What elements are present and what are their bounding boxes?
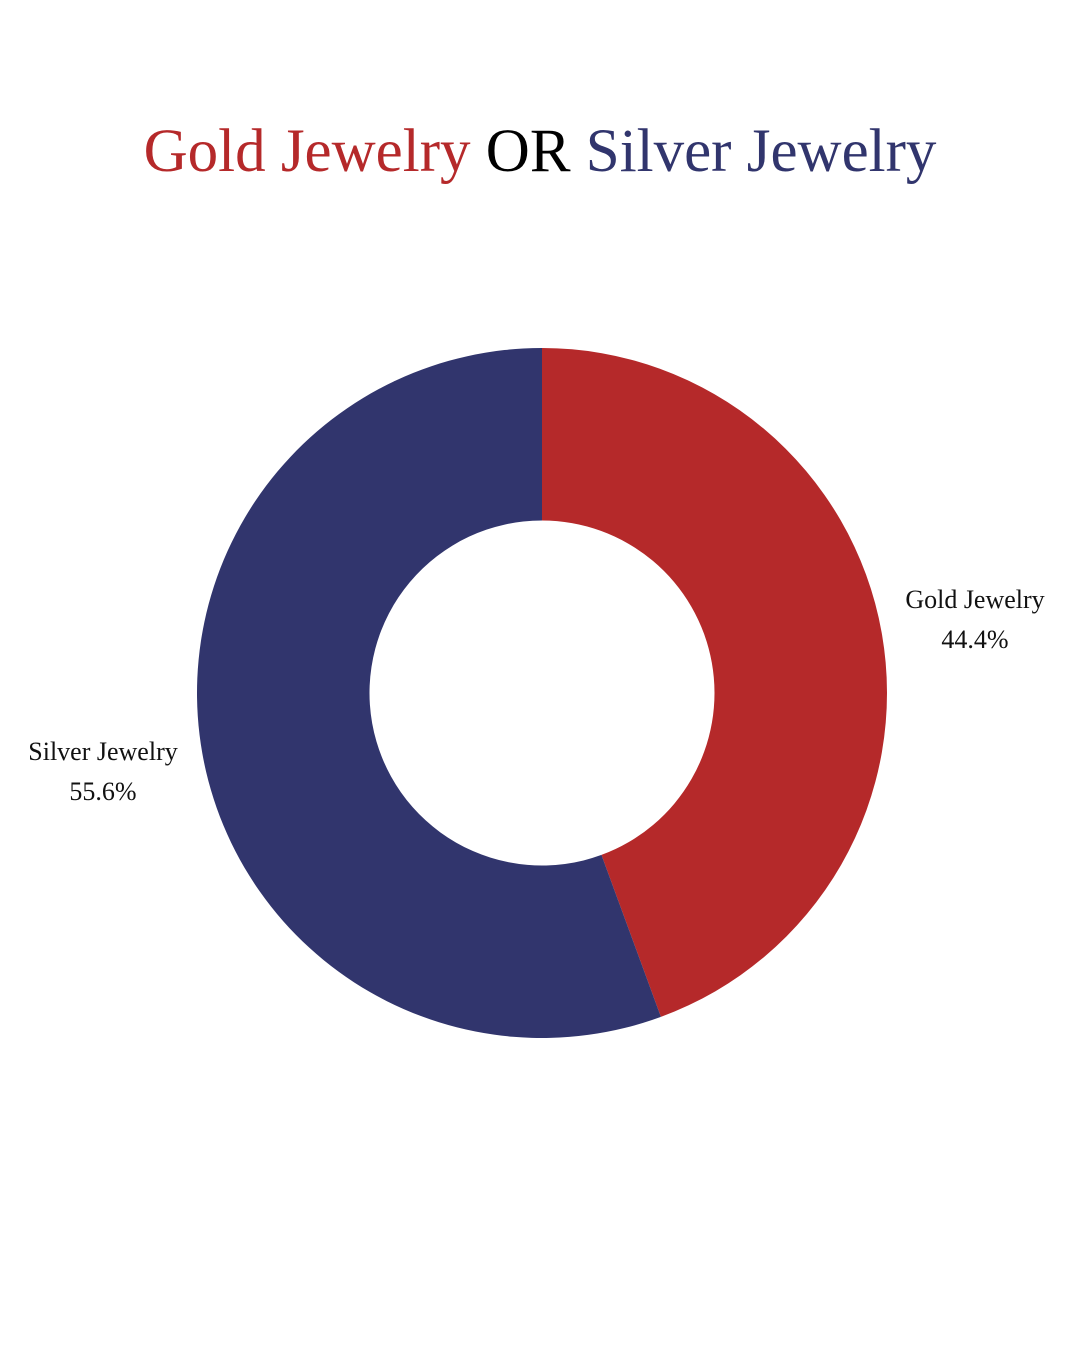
slice-silver-jewelry	[197, 348, 661, 1038]
label-silver-jewelry: Silver Jewelry 55.6%	[0, 732, 223, 812]
label-gold-name: Gold Jewelry	[905, 585, 1045, 614]
label-gold-percent: 44.4%	[941, 625, 1009, 654]
label-silver-name: Silver Jewelry	[28, 737, 178, 766]
label-gold-jewelry: Gold Jewelry 44.4%	[855, 580, 1080, 660]
label-silver-percent: 55.6%	[69, 777, 137, 806]
title-gold: Gold Jewelry	[143, 118, 471, 185]
chart-title: Gold Jewelry OR Silver Jewelry	[140, 108, 940, 195]
slice-gold-jewelry	[542, 348, 888, 1017]
title-silver: Silver Jewelry	[585, 118, 937, 185]
title-or: OR	[470, 118, 586, 185]
